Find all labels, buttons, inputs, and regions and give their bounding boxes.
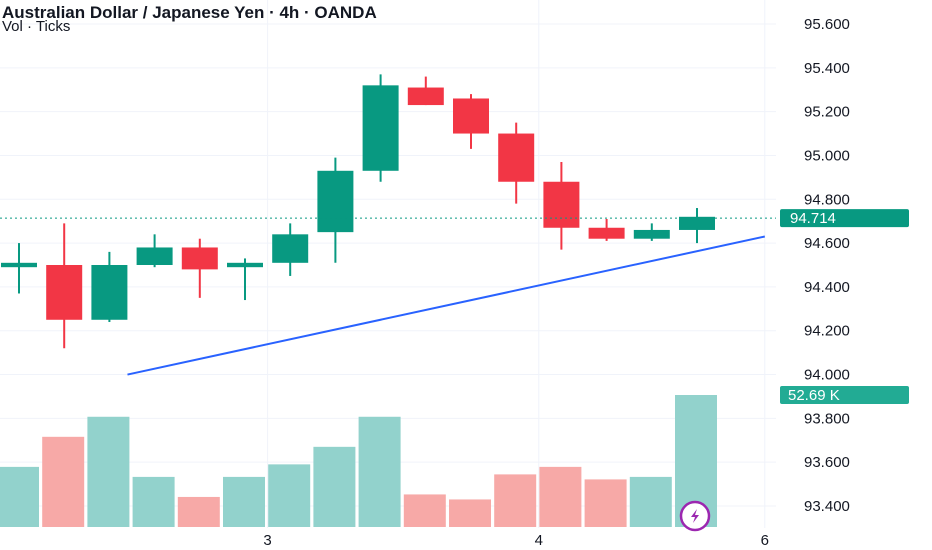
candle-body xyxy=(498,133,535,182)
candle-body xyxy=(453,98,489,134)
volume-bar xyxy=(223,476,265,527)
y-tick-label: 93.800 xyxy=(804,410,850,427)
candle-body xyxy=(588,227,625,239)
y-tick-label: 93.600 xyxy=(804,454,850,471)
volume-value-label: 52.69 K xyxy=(788,387,840,404)
candle-body xyxy=(633,229,670,239)
candle-body xyxy=(91,265,128,320)
candle-body xyxy=(679,216,715,230)
lightning-bolt-glyph xyxy=(691,509,699,523)
candle-body xyxy=(136,247,173,265)
last-price-tag xyxy=(780,209,909,228)
volume-bar xyxy=(449,499,491,527)
volume-bar xyxy=(403,494,446,527)
volume-value-tag xyxy=(780,386,909,404)
y-tick-label: 94.200 xyxy=(804,323,850,340)
x-tick-label: 4 xyxy=(535,532,543,549)
y-tick-label: 95.600 xyxy=(804,16,850,33)
volume-bar xyxy=(539,466,582,527)
volume-bar xyxy=(584,479,627,527)
trendline xyxy=(127,235,766,376)
volume-bar xyxy=(87,416,130,527)
candle-body xyxy=(272,234,309,263)
volume-legend: Vol · Ticks xyxy=(2,18,71,35)
last-price-label: 94.714 xyxy=(790,210,836,227)
y-tick-label: 94.600 xyxy=(804,235,850,252)
volume-bar xyxy=(0,466,39,527)
candle-body xyxy=(543,181,580,228)
y-tick-label: 95.200 xyxy=(804,104,850,121)
volume-bar xyxy=(268,464,311,527)
y-tick-label: 94.800 xyxy=(804,191,850,208)
y-tick-label: 94.000 xyxy=(804,367,850,384)
y-tick-label: 95.400 xyxy=(804,60,850,77)
candle-body xyxy=(407,87,444,106)
candle-body xyxy=(46,265,83,320)
volume-bar xyxy=(358,416,401,527)
chart-title: Australian Dollar / Japanese Yen · 4h · … xyxy=(2,3,377,22)
volume-bar xyxy=(132,476,175,527)
candle-body xyxy=(362,85,399,171)
y-tick-label: 93.400 xyxy=(804,498,850,515)
candle-body xyxy=(181,247,218,270)
y-tick-label: 95.000 xyxy=(804,147,850,164)
y-tick-label: 94.400 xyxy=(804,279,850,296)
volume-bar xyxy=(177,496,220,527)
candle-body xyxy=(227,262,263,268)
volume-bar xyxy=(42,436,85,527)
candle-body xyxy=(317,170,354,233)
x-tick-label: 3 xyxy=(263,532,271,549)
volume-bar xyxy=(494,474,537,527)
x-tick-label: 6 xyxy=(761,532,769,549)
volume-bar xyxy=(313,446,356,527)
candle-body xyxy=(1,262,37,268)
volume-bar xyxy=(629,476,672,527)
